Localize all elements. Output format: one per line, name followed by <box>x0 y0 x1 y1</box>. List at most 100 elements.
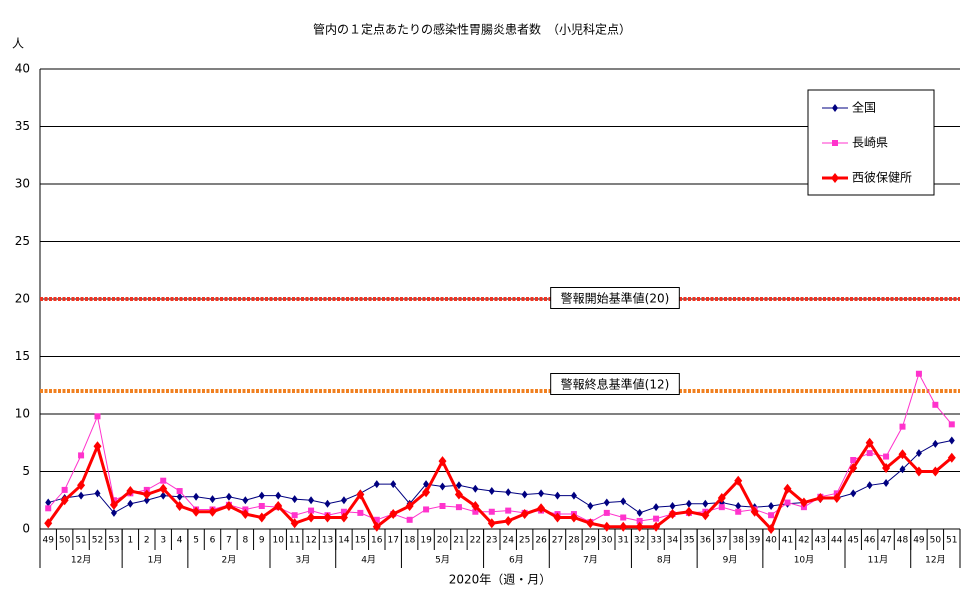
marker <box>339 512 348 523</box>
marker <box>553 512 562 523</box>
marker <box>308 507 315 514</box>
marker <box>308 496 315 505</box>
marker <box>865 437 874 448</box>
marker <box>45 498 52 507</box>
marker <box>225 492 232 501</box>
y-tick-label: 5 <box>22 464 30 478</box>
marker <box>734 475 743 486</box>
marker <box>767 524 776 534</box>
marker <box>932 439 939 448</box>
marker <box>340 508 347 515</box>
marker <box>669 502 676 510</box>
marker <box>768 502 775 510</box>
x-tick-label: 32 <box>634 536 645 546</box>
x-tick-label: 2 <box>144 536 150 546</box>
marker <box>257 512 266 523</box>
marker <box>850 457 857 463</box>
marker <box>78 491 85 500</box>
marker <box>570 491 577 500</box>
marker <box>620 514 627 521</box>
x-tick-label: 21 <box>453 536 464 546</box>
marker <box>439 482 446 491</box>
x-tick-label: 36 <box>700 536 712 546</box>
marker <box>948 421 955 428</box>
x-group-label: 6月 <box>509 555 524 566</box>
marker <box>602 521 611 532</box>
marker <box>176 488 183 495</box>
marker <box>619 521 628 532</box>
x-tick-label: 37 <box>716 536 727 546</box>
marker <box>356 489 365 500</box>
marker <box>684 506 693 517</box>
marker <box>488 487 495 496</box>
marker <box>275 491 282 500</box>
marker <box>60 495 69 506</box>
marker <box>110 508 117 517</box>
marker <box>849 463 858 474</box>
marker <box>668 509 677 520</box>
marker <box>898 449 907 460</box>
series-line <box>46 439 953 532</box>
marker <box>94 413 101 420</box>
marker <box>488 508 495 515</box>
marker <box>241 509 250 520</box>
marker <box>160 491 167 500</box>
marker <box>832 104 838 112</box>
marker <box>258 491 265 500</box>
marker <box>931 466 940 477</box>
x-tick-label: 29 <box>585 536 597 546</box>
marker <box>274 501 283 511</box>
marker <box>948 436 955 445</box>
x-tick-label: 8 <box>242 536 248 546</box>
marker <box>176 492 183 501</box>
marker <box>521 490 528 499</box>
marker <box>768 512 775 519</box>
marker <box>258 503 265 509</box>
marker <box>422 487 431 498</box>
x-tick-label: 39 <box>749 536 761 546</box>
marker <box>947 452 956 463</box>
y-tick-label: 35 <box>15 119 30 133</box>
marker <box>291 512 298 519</box>
marker <box>832 140 838 146</box>
reference-label: 警報開始基準値(20) <box>561 291 670 306</box>
marker <box>569 512 578 523</box>
marker <box>914 466 923 477</box>
x-group-label: 4月 <box>361 555 376 566</box>
marker <box>109 499 118 510</box>
x-tick-label: 16 <box>371 536 383 546</box>
reference-label-box <box>550 287 680 309</box>
marker <box>323 512 332 523</box>
x-tick-label: 31 <box>617 536 628 546</box>
marker <box>126 486 135 497</box>
y-tick-label: 10 <box>15 407 30 421</box>
marker <box>472 484 479 493</box>
marker <box>915 370 922 377</box>
marker <box>390 480 397 489</box>
marker <box>175 501 184 511</box>
marker <box>603 498 610 507</box>
marker <box>635 521 644 532</box>
marker <box>423 480 430 489</box>
marker <box>866 450 873 457</box>
x-tick-label: 40 <box>765 536 777 546</box>
marker <box>603 509 610 516</box>
marker <box>652 521 661 532</box>
marker <box>784 499 791 506</box>
marker <box>750 506 759 517</box>
marker <box>882 463 891 474</box>
marker <box>538 489 545 498</box>
marker <box>209 495 216 504</box>
marker <box>455 504 462 511</box>
marker <box>324 499 331 508</box>
x-group-label: 8月 <box>657 555 672 566</box>
x-tick-label: 48 <box>897 536 909 546</box>
marker <box>850 489 857 498</box>
marker <box>192 506 201 517</box>
x-tick-label: 17 <box>387 536 398 546</box>
legend-label: 長崎県 <box>852 136 888 150</box>
marker <box>291 495 298 504</box>
marker <box>799 497 808 508</box>
marker <box>537 503 546 514</box>
x-tick-label: 46 <box>864 536 876 546</box>
